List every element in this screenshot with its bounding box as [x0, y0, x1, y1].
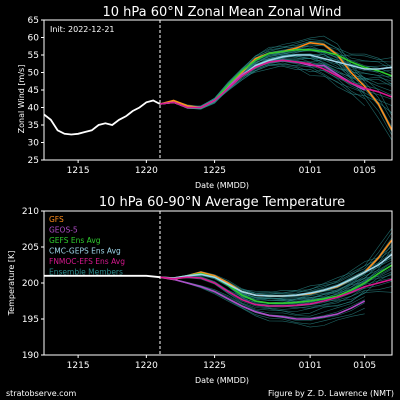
y-tick-label: 200 — [22, 279, 39, 289]
legend-entry-cmc-geps-ens-avg: CMC-GEPS Ens Avg — [49, 247, 121, 256]
legend-entry-fnmoc-efs-ens-avg: FNMOC-EFS Ens Avg — [49, 257, 125, 266]
y-tick-label: 190 — [22, 351, 39, 361]
legend-entry-ensemble-members: Ensemble Members — [49, 268, 123, 277]
cmc-geps-ens-avg-line — [159, 253, 392, 297]
fnmoc-efs-ens-avg-line — [159, 59, 392, 109]
legend-entry-gfs: GFS — [49, 215, 64, 224]
footer-credit: Figure by Z. D. Lawrence (NMT) — [268, 389, 394, 398]
wind-xlabel: Date (MMDD) — [195, 181, 249, 190]
temperature-panel: 190 195 200 205 210 1215 1220 1225 0101 0105 GFS GE… — [22, 207, 393, 371]
ensemble-member-line — [159, 54, 392, 110]
wind-ylabel: Zonal Wind [m/s] — [17, 65, 26, 134]
plot-area — [44, 227, 392, 328]
y-tick-label: 35 — [28, 121, 39, 131]
y-tick-label: 25 — [28, 156, 39, 166]
ensemble-member-line — [159, 276, 392, 312]
x-tick-label: 1225 — [203, 361, 226, 371]
ensemble-member-line — [159, 58, 365, 108]
ensemble-member-line — [159, 265, 392, 302]
x-tick-label: 0101 — [299, 166, 322, 176]
y-tick-label: 60 — [28, 34, 40, 44]
wind-title: 10 hPa 60°N Zonal Mean Zonal Wind — [102, 5, 341, 20]
x-tick-label: 1215 — [67, 361, 90, 371]
analysis-line — [44, 99, 161, 136]
y-tick-label: 50 — [28, 69, 40, 79]
y-tick-label: 195 — [22, 315, 39, 325]
analysis-line — [44, 274, 161, 279]
legend-entry-gefs-ens-avg: GEFS Ens Avg — [49, 236, 101, 245]
axes-frame — [43, 19, 393, 161]
axes-frame — [43, 210, 393, 356]
ensemble-member-line — [159, 64, 392, 114]
geos-5-line — [159, 276, 366, 320]
wind-panel: 25 30 35 40 45 50 55 60 65 1215 1220 1225 0101 0105 In… — [28, 16, 393, 176]
y-tick-label: 55 — [28, 51, 39, 61]
temp-title: 10 hPa 60-90°N Average Temperature — [99, 195, 345, 210]
x-tick-label: 1220 — [135, 361, 158, 371]
y-tick-label: 40 — [28, 104, 40, 114]
init-annotation: Init: 2022-12-21 — [50, 25, 115, 34]
y-tick-label: 205 — [22, 243, 39, 253]
temp-xlabel: Date (MMDD) — [195, 376, 249, 385]
x-tick-label: 0105 — [353, 166, 376, 176]
x-tick-label: 0105 — [353, 361, 376, 371]
x-tick-label: 1215 — [67, 166, 90, 176]
ensemble-member-line — [159, 54, 392, 108]
y-tick-label: 30 — [28, 139, 40, 149]
temp-ylabel: Temperature [K] — [7, 251, 16, 317]
footer-source: stratobserve.com — [6, 389, 76, 398]
fnmoc-efs-ens-avg-line — [159, 276, 392, 307]
x-tick-label: 0101 — [299, 361, 322, 371]
y-tick-label: 45 — [28, 86, 39, 96]
plot-area — [44, 35, 392, 141]
ensemble-member-line — [159, 259, 392, 301]
ensemble-member-line — [159, 44, 392, 133]
x-tick-label: 1225 — [203, 166, 226, 176]
y-tick-label: 65 — [28, 16, 39, 26]
legend-entry-geos-5: GEOS-5 — [49, 226, 78, 235]
y-tick-label: 210 — [22, 207, 39, 217]
x-tick-label: 1220 — [135, 166, 158, 176]
